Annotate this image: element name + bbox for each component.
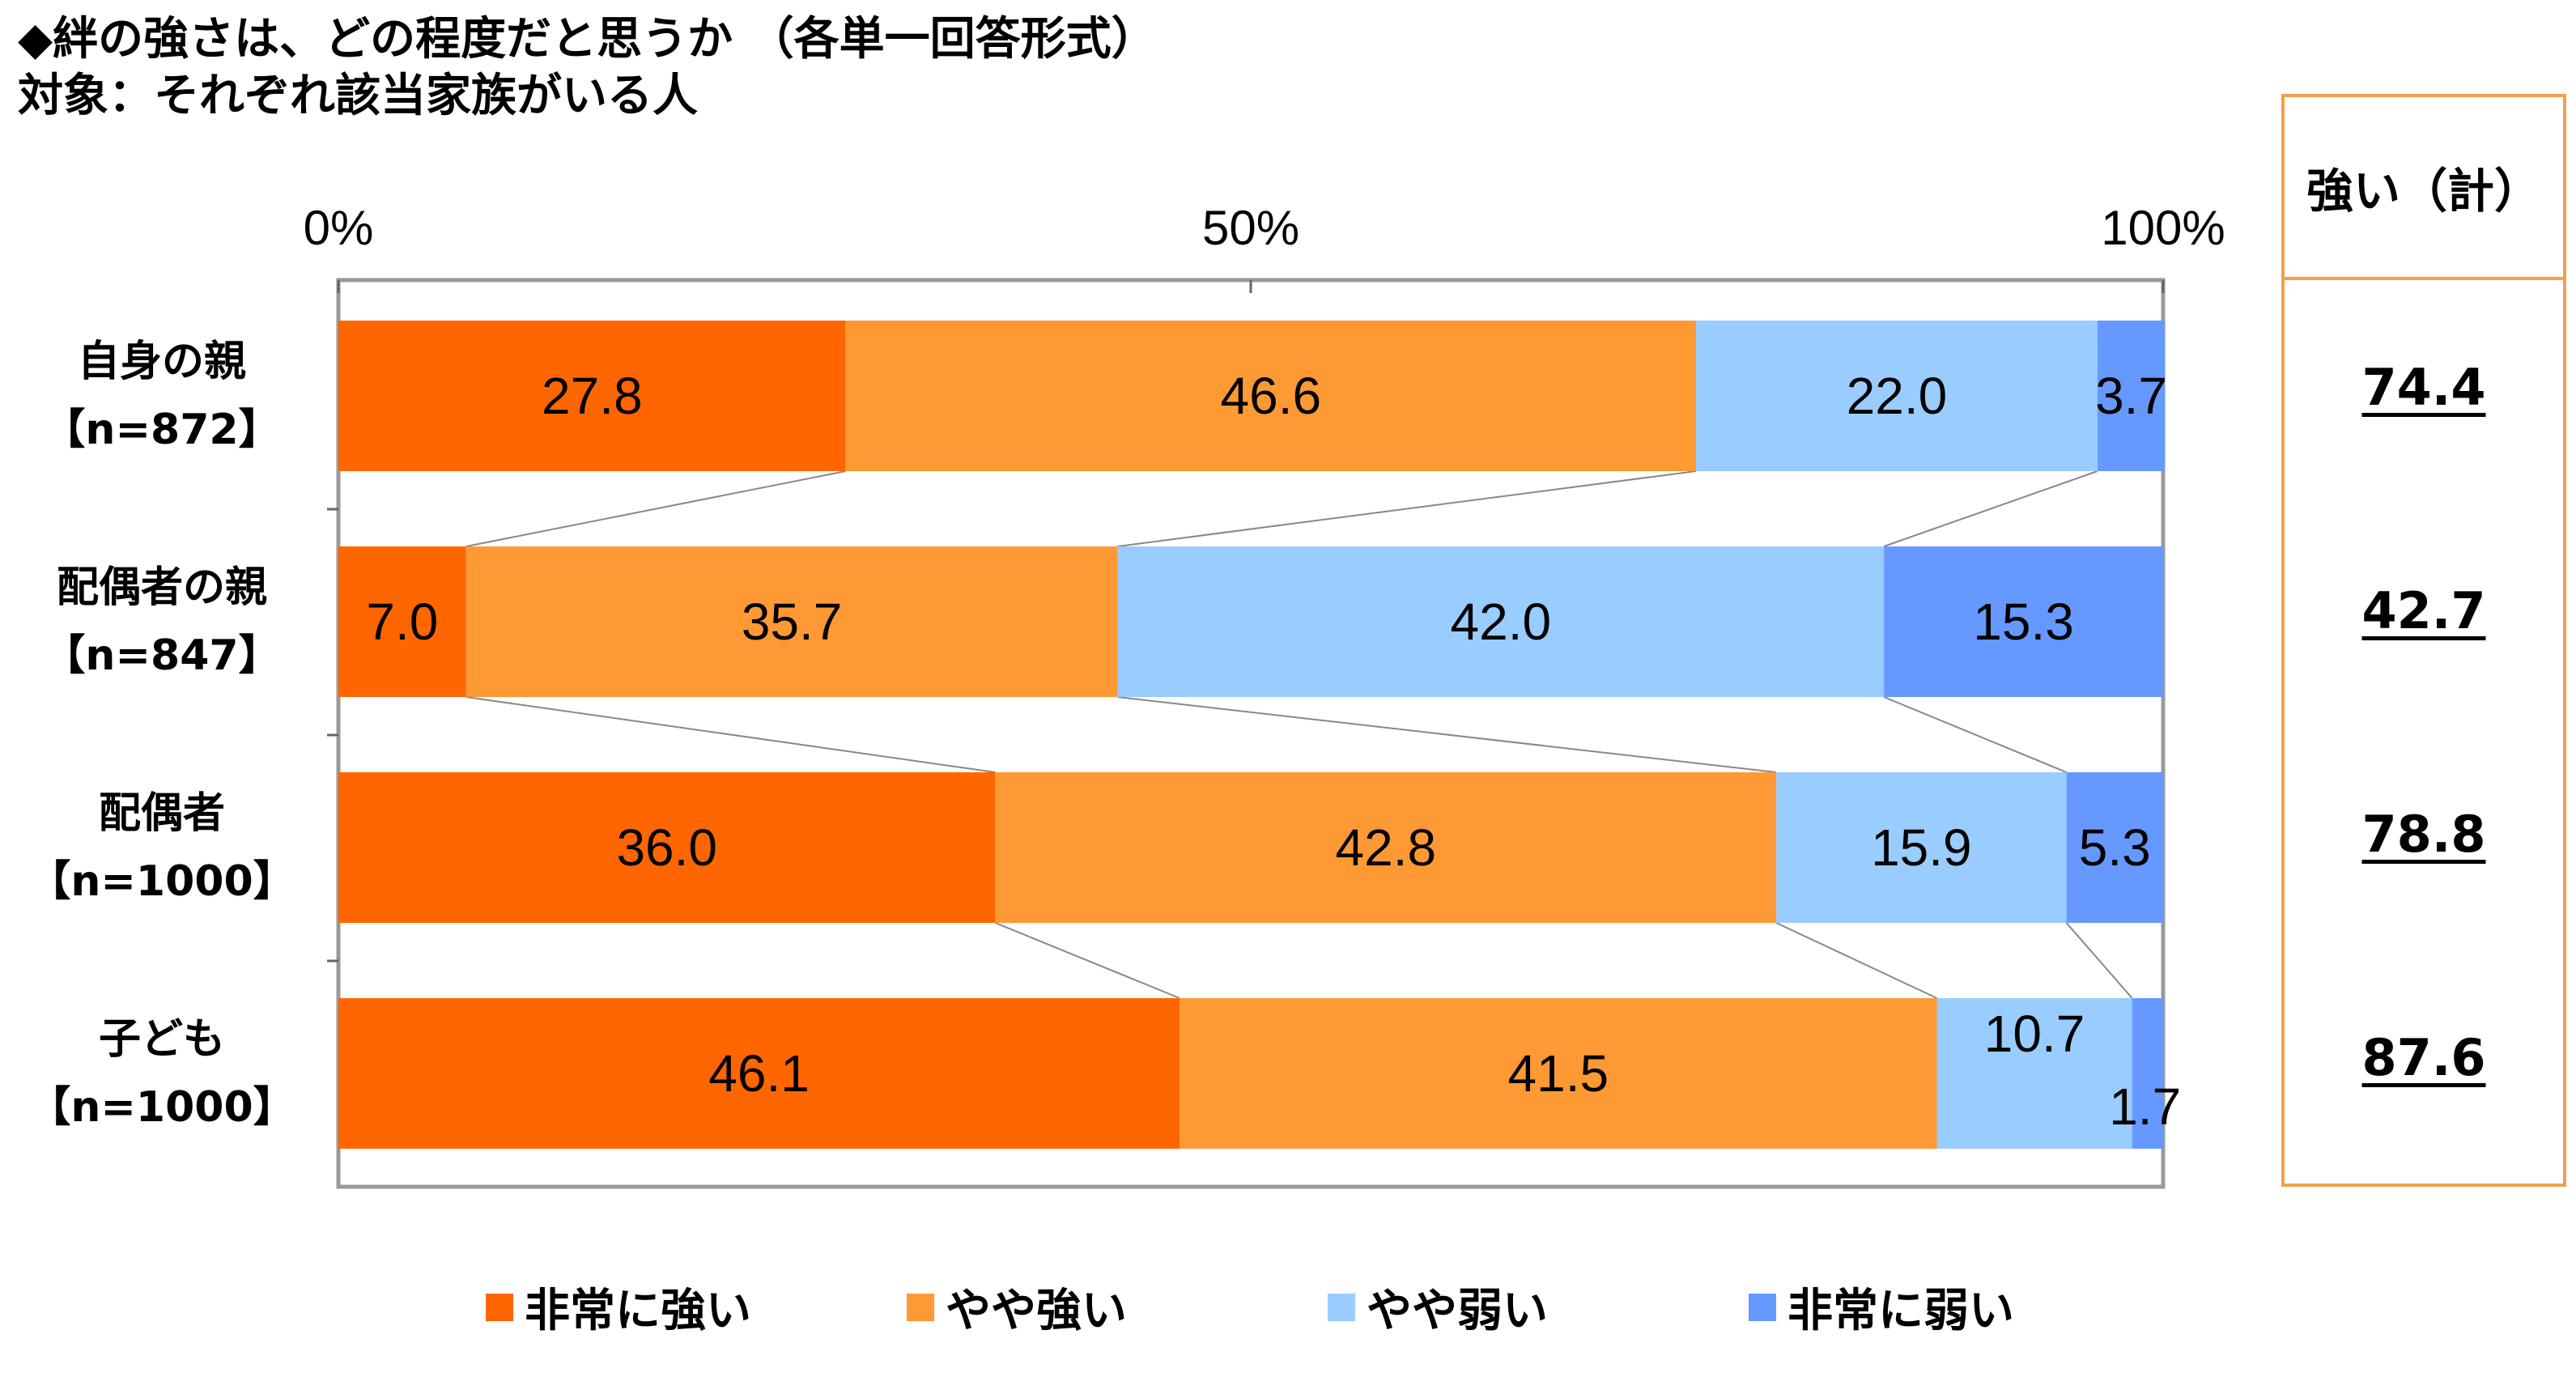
data-label: 46.6 xyxy=(1221,367,1322,425)
connector-line xyxy=(1883,696,2067,773)
data-label: 15.9 xyxy=(1871,818,1972,877)
category-label: 配偶者【n=1000】 xyxy=(0,780,324,916)
data-label: 42.0 xyxy=(1451,593,1552,651)
legend-label: やや強い xyxy=(946,1285,1127,1337)
legend-swatch xyxy=(1749,1293,1776,1321)
connector-line xyxy=(2065,922,2133,999)
legend-swatch xyxy=(486,1293,513,1321)
category-label: 自身の親【n=872】 xyxy=(0,328,324,464)
data-label: 22.0 xyxy=(1847,367,1948,425)
bar-segment xyxy=(1695,321,2098,471)
bar-segment xyxy=(2097,321,2166,471)
summary-value: 87.6 xyxy=(2361,1028,2486,1087)
legend-item: 非常に弱い xyxy=(1749,1274,2170,1340)
category-name: 配偶者 xyxy=(98,789,225,838)
category-name: 自身の親 xyxy=(77,338,246,386)
summary-box: 強い（計） 74.4 42.7 78.8 87.6 xyxy=(2281,94,2566,1187)
legend-label: 非常に強い xyxy=(525,1285,751,1337)
bar-segment xyxy=(465,546,1118,697)
category-sample-size: 【n=1000】 xyxy=(28,857,295,906)
connector-line xyxy=(1775,922,1937,999)
data-label: 15.3 xyxy=(1973,593,2074,651)
connector-line xyxy=(465,696,996,773)
x-tick-label: 100% xyxy=(2101,201,2225,255)
category-name: 子ども xyxy=(98,1015,225,1064)
legend-swatch xyxy=(907,1293,934,1321)
data-label: 10.7 xyxy=(1984,1005,2085,1063)
bar-segment xyxy=(845,321,1696,471)
bar-segment xyxy=(1884,546,2163,697)
bar-segment xyxy=(338,998,1180,1149)
data-label: 27.8 xyxy=(542,367,643,425)
data-label: 36.0 xyxy=(616,818,717,877)
connector-line xyxy=(1117,470,1697,547)
legend-item: やや弱い xyxy=(1328,1274,1749,1340)
bar-segment xyxy=(2132,998,2163,1149)
bar-segment xyxy=(1936,998,2132,1149)
data-label: 42.8 xyxy=(1336,818,1437,877)
category-sample-size: 【n=847】 xyxy=(43,631,281,680)
title-line-1: ◆絆の強さは、どの程度だと思うか （各単一回答形式） xyxy=(18,13,1157,66)
bar-segment xyxy=(995,772,1777,923)
bar-segment xyxy=(338,321,846,471)
connector-line xyxy=(1117,696,1777,773)
data-label: 7.0 xyxy=(366,593,438,651)
chart-title: ◆絆の強さは、どの程度だと思うか （各単一回答形式） 対象：それぞれ該当家族がい… xyxy=(18,11,1157,125)
category-label: 配偶者の親【n=847】 xyxy=(0,554,324,690)
legend-swatch xyxy=(1328,1293,1355,1321)
connector-line xyxy=(465,470,846,547)
legend: 非常に強い やや強い やや弱い 非常に弱い xyxy=(486,1274,2170,1340)
legend-label: やや弱い xyxy=(1367,1285,1548,1337)
summary-value: 78.8 xyxy=(2361,805,2486,864)
bar-segment xyxy=(338,772,996,923)
category-label: 子ども【n=1000】 xyxy=(0,1005,324,1141)
summary-header: 強い（計） xyxy=(2285,97,2563,280)
legend-item: 非常に強い xyxy=(486,1274,907,1340)
legend-item: やや強い xyxy=(907,1274,1328,1340)
data-label: 46.1 xyxy=(708,1044,810,1103)
bar-segment xyxy=(1776,772,2067,923)
bar-segment xyxy=(1180,998,1937,1149)
data-label: 5.3 xyxy=(2079,818,2151,877)
connector-line xyxy=(1883,470,2098,547)
bar-segment xyxy=(2066,772,2163,923)
x-tick-label: 0% xyxy=(304,201,374,255)
category-sample-size: 【n=1000】 xyxy=(28,1083,295,1132)
connector-line xyxy=(995,922,1180,999)
summary-value: 74.4 xyxy=(2361,358,2486,417)
data-label: 41.5 xyxy=(1508,1044,1609,1103)
summary-value: 42.7 xyxy=(2361,581,2486,640)
x-tick-label: 50% xyxy=(1202,201,1299,255)
title-line-2: 対象：それぞれ該当家族がいる人 xyxy=(18,70,698,122)
data-label: 1.7 xyxy=(2109,1077,2181,1136)
bar-segment xyxy=(1117,546,1885,697)
category-name: 配偶者の親 xyxy=(56,563,267,612)
legend-label: 非常に弱い xyxy=(1787,1285,2014,1337)
data-label: 3.7 xyxy=(2095,367,2167,425)
category-sample-size: 【n=872】 xyxy=(43,406,281,454)
bar-segment xyxy=(338,546,466,697)
data-label: 35.7 xyxy=(742,593,843,651)
